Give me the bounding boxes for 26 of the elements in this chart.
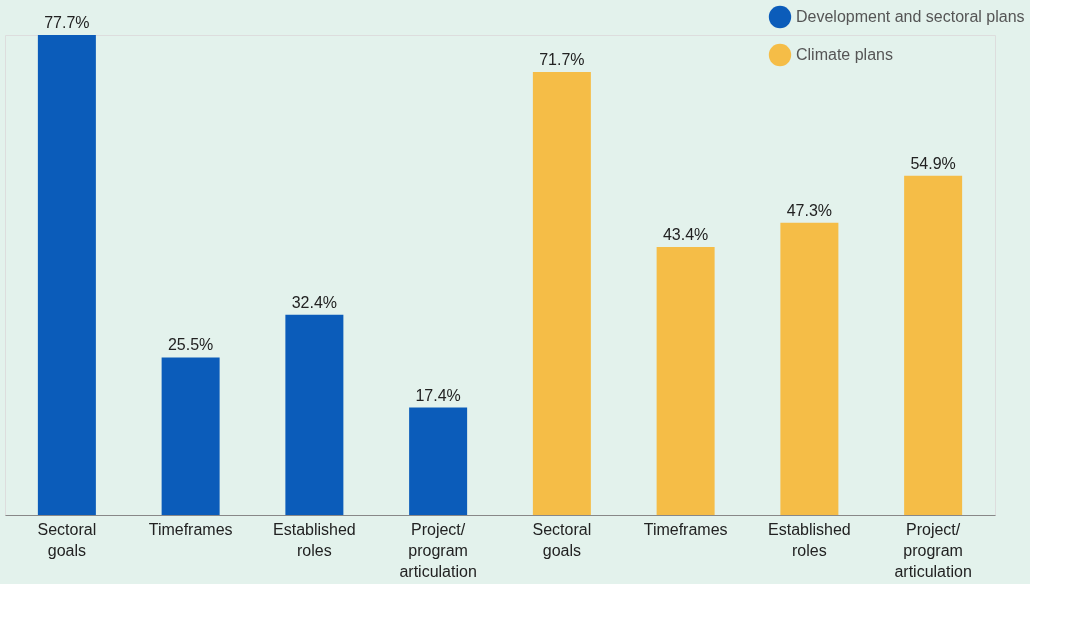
x-tick-label: Timeframes	[148, 520, 233, 538]
data-label: 47.3%	[786, 201, 833, 219]
data-label: 54.9%	[910, 154, 956, 172]
legend-label: Development and sectoral plans	[796, 8, 1025, 25]
data-label: 71.7%	[539, 51, 585, 69]
data-label: 32.4%	[291, 293, 338, 311]
x-tick-label: Sectoral goals	[532, 520, 592, 559]
x-tick-label: Established roles	[273, 520, 356, 559]
data-label: 17.4%	[415, 386, 461, 404]
x-tick-label: Project/ program articulation	[894, 520, 972, 580]
bar	[532, 72, 591, 515]
data-label: 25.5%	[167, 336, 214, 354]
x-tick-label: Established roles	[768, 520, 851, 559]
bar	[656, 246, 715, 515]
x-tick-label: Timeframes	[643, 520, 728, 538]
bar	[904, 175, 963, 515]
bar	[780, 222, 839, 515]
legend-label: Climate plans	[796, 46, 893, 63]
bar	[37, 35, 96, 515]
x-tick-label: Project/ program articulation	[399, 520, 477, 580]
bar	[285, 314, 344, 515]
data-label: 43.4%	[662, 225, 709, 243]
bar	[161, 357, 220, 515]
x-tick-label: Sectoral goals	[37, 520, 97, 559]
data-label: 77.7%	[44, 14, 90, 31]
bar	[409, 407, 468, 515]
